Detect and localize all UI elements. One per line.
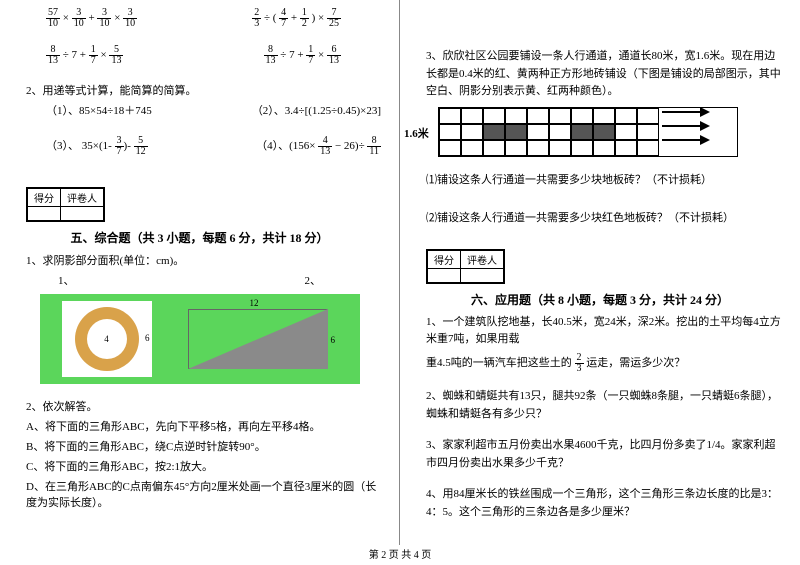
score-head-2: 评卷人 [61, 189, 104, 207]
circle-inner-label: 4 [87, 319, 127, 359]
fig-label-1: 1、 [58, 272, 75, 288]
q2-2: （2）、3.4÷[(1.25÷0.45)×23] [252, 102, 381, 118]
score-cell-2r [461, 268, 504, 282]
q2b-a: A、将下面的三角形ABC，先向下平移5格，再向左平移4格。 [26, 418, 381, 434]
q3-sub1: ⑴铺设这条人行通道一共需要多少块地板砖？（不计损耗） [426, 171, 782, 187]
section-6-title: 六、应用题（共 8 小题，每题 3 分，共计 24 分） [418, 291, 782, 308]
score-cell-1r [428, 268, 461, 282]
score-cell-2 [61, 207, 104, 221]
q3-sub2: ⑵铺设这条人行通道一共需要多少块红色地板砖？（不计损耗） [426, 209, 782, 225]
score-box-right: 得分 评卷人 [426, 249, 505, 284]
expr-2a: 813 ÷ 7 + 17 × 513 [46, 45, 123, 66]
q2r: 2、蜘蛛和蜻蜓共有13只，腿共92条（一只蜘蛛8条腿，一只蜻蜓6条腿），蜘蛛和蜻… [426, 388, 782, 423]
q3-text: 3、欣欣社区公园要铺设一条人行通道，通道长80米，宽1.6米。现在用边长都是0.… [426, 48, 782, 101]
q2b-heading: 2、依次解答。 [26, 398, 381, 414]
q2-3: （3）、 35×(1- 37)- 512 [46, 136, 148, 157]
circle-side-label: 6 [145, 333, 150, 343]
arrow-icon [662, 121, 712, 131]
left-column: 5710 × 310 + 310 × 310 23 ÷ ( 47 + 12 ) … [0, 0, 400, 545]
q2-4: （4）、(156× 413 − 26)÷ 811 [256, 136, 381, 157]
q1r-a: 1、一个建筑队挖地基，长40.5米，宽24米，深2米。挖出的土平均每4立方米重7… [426, 314, 782, 349]
expression-row-2: 813 ÷ 7 + 17 × 513 813 ÷ 7 + 17 × 613 [46, 45, 341, 66]
q4r: 4、用84厘米长的铁丝围成一个三角形，这个三角形三条边长度的比是3：4：5。这个… [426, 486, 782, 521]
section-5-title: 五、综合题（共 3 小题，每题 6 分，共计 18 分） [18, 229, 381, 246]
arrows-group [662, 107, 712, 145]
page-footer: 第 2 页 共 4 页 [0, 542, 800, 565]
q3r: 3、家家利超市五月份卖出水果4600千克，比四月份多卖了1/4。家家利超市四月份… [426, 437, 782, 472]
score-head-1: 得分 [28, 189, 61, 207]
fig-label-2: 2、 [305, 272, 322, 288]
q1r-b-text-a: 重4.5吨的一辆汽车把这些土的 [426, 357, 572, 369]
q2-1: （1）、85×54÷18＋745 [46, 102, 152, 118]
q1-shadow: 1、求阴影部分面积(单位：cm)。 [26, 252, 381, 268]
circle-figure: 4 6 [62, 301, 152, 377]
expr-1b: 23 ÷ ( 47 + 12 ) × 725 [252, 8, 341, 29]
expression-row-1: 5710 × 310 + 310 × 310 23 ÷ ( 47 + 12 ) … [46, 8, 341, 29]
score-box-left: 得分 评卷人 [26, 187, 105, 222]
q2b-b: B、将下面的三角形ABC，绕C点逆时针旋转90°。 [26, 438, 381, 454]
score-cell-1 [28, 207, 61, 221]
figures-panel: 4 6 12 6 [40, 294, 360, 384]
q1r-b-text-b: 运走，需运多少次？ [586, 357, 685, 369]
q2-heading: 2、用递等式计算，能简算的简算。 [26, 82, 381, 98]
arrow-icon [662, 135, 712, 145]
expr-2b: 813 ÷ 7 + 17 × 613 [264, 45, 341, 66]
expr-1a: 5710 × 310 + 310 × 310 [46, 8, 137, 29]
score-head-2r: 评卷人 [461, 250, 504, 268]
arrow-icon [662, 107, 712, 117]
right-column: 3、欣欣社区公园要铺设一条人行通道，通道长80米，宽1.6米。现在用边长都是0.… [400, 0, 800, 545]
triangle-figure: 12 6 [188, 301, 338, 377]
tri-top-label: 12 [250, 298, 259, 308]
score-head-1r: 得分 [428, 250, 461, 268]
q2-row-1: （1）、85×54÷18＋745 （2）、3.4÷[(1.25÷0.45)×23… [46, 102, 381, 118]
q2b-c: C、将下面的三角形ABC，按2:1放大。 [26, 458, 381, 474]
dim-label: 1.6米 [404, 125, 429, 141]
q2-row-2: （3）、 35×(1- 37)- 512 （4）、(156× 413 − 26)… [46, 136, 381, 157]
tri-side-label: 6 [331, 335, 336, 345]
tile-figure: 1.6米 [438, 107, 738, 157]
q2b-d: D、在三角形ABC的C点南偏东45°方向2厘米处画一个直径3厘米的圆（长度为实际… [26, 478, 381, 510]
q1r-b: 重4.5吨的一辆汽车把这些土的 23 运走，需运多少次？ [426, 353, 782, 374]
